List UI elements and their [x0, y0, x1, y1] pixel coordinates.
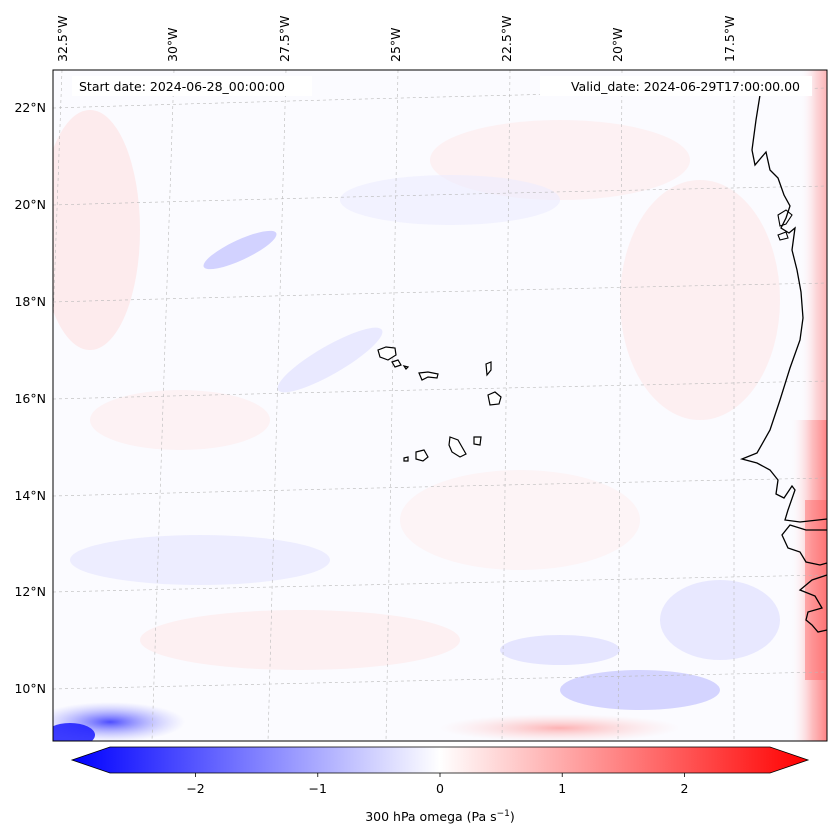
- colorbar-label-exponent: −1: [497, 809, 510, 819]
- lat-label: 12°N: [14, 584, 46, 599]
- island-fogo: [415, 449, 429, 462]
- colorbar-label-text: 300 hPa omega (Pa s: [365, 809, 496, 824]
- island-santiago: [448, 436, 467, 458]
- colorbar-tick-label: −2: [186, 781, 204, 796]
- cape-verde-islands: [377, 346, 502, 462]
- lat-label: 10°N: [14, 681, 46, 696]
- colorbar-tick-label: 1: [558, 781, 566, 796]
- africa-coastline: [739, 94, 828, 523]
- colorbar-tick-label: 2: [680, 781, 688, 796]
- lon-label: 25°W: [388, 27, 403, 62]
- island-brava: [403, 456, 409, 462]
- graticule: [53, 70, 827, 741]
- lon-label: 20°W: [610, 27, 625, 62]
- africa-coastline-south: [781, 524, 828, 633]
- start-date-label: Start date: 2024-06-28_00:00:00: [79, 79, 285, 94]
- colorbar-label-close: ): [510, 809, 515, 824]
- island-santa-luzia: [402, 365, 410, 370]
- colorbar-label: 300 hPa omega (Pa s−1): [365, 809, 515, 824]
- colorbar: −2 −1 0 1 2 300 hPa omega (Pa s−1): [70, 746, 810, 824]
- latitude-labels: 22°N 20°N 18°N 16°N 14°N 12°N 10°N: [14, 100, 46, 696]
- lat-label: 16°N: [14, 391, 46, 406]
- omega-field: [53, 70, 827, 741]
- lat-label: 22°N: [14, 100, 46, 115]
- island-boa-vista: [487, 391, 502, 406]
- lon-label: 27.5°W: [277, 16, 292, 62]
- africa-coastline-islands: [777, 209, 793, 241]
- lon-label: 22.5°W: [499, 16, 514, 62]
- colorbar-body: [70, 746, 810, 774]
- colorbar-tick-label: 0: [436, 781, 444, 796]
- island-sao-nicolau: [418, 371, 439, 381]
- island-santo-antao: [377, 346, 397, 361]
- lon-label: 32.5°W: [55, 16, 70, 62]
- island-sao-vicente: [391, 359, 402, 368]
- valid-date-label: Valid_date: 2024-06-29T17:00:00.00: [571, 79, 800, 94]
- longitude-labels: 32.5°W 30°W 27.5°W 25°W 22.5°W 20°W 17.5…: [55, 16, 737, 62]
- lon-label: 17.5°W: [722, 16, 737, 62]
- colorbar-ticks: −2 −1 0 1 2: [186, 773, 688, 796]
- island-maio: [473, 436, 482, 446]
- lat-label: 20°N: [14, 197, 46, 212]
- map-frame: [52, 69, 828, 742]
- lat-label: 14°N: [14, 488, 46, 503]
- colorbar-tick-label: −1: [309, 781, 327, 796]
- lat-label: 18°N: [14, 294, 46, 309]
- lon-label: 30°W: [165, 27, 180, 62]
- island-sal: [485, 361, 492, 377]
